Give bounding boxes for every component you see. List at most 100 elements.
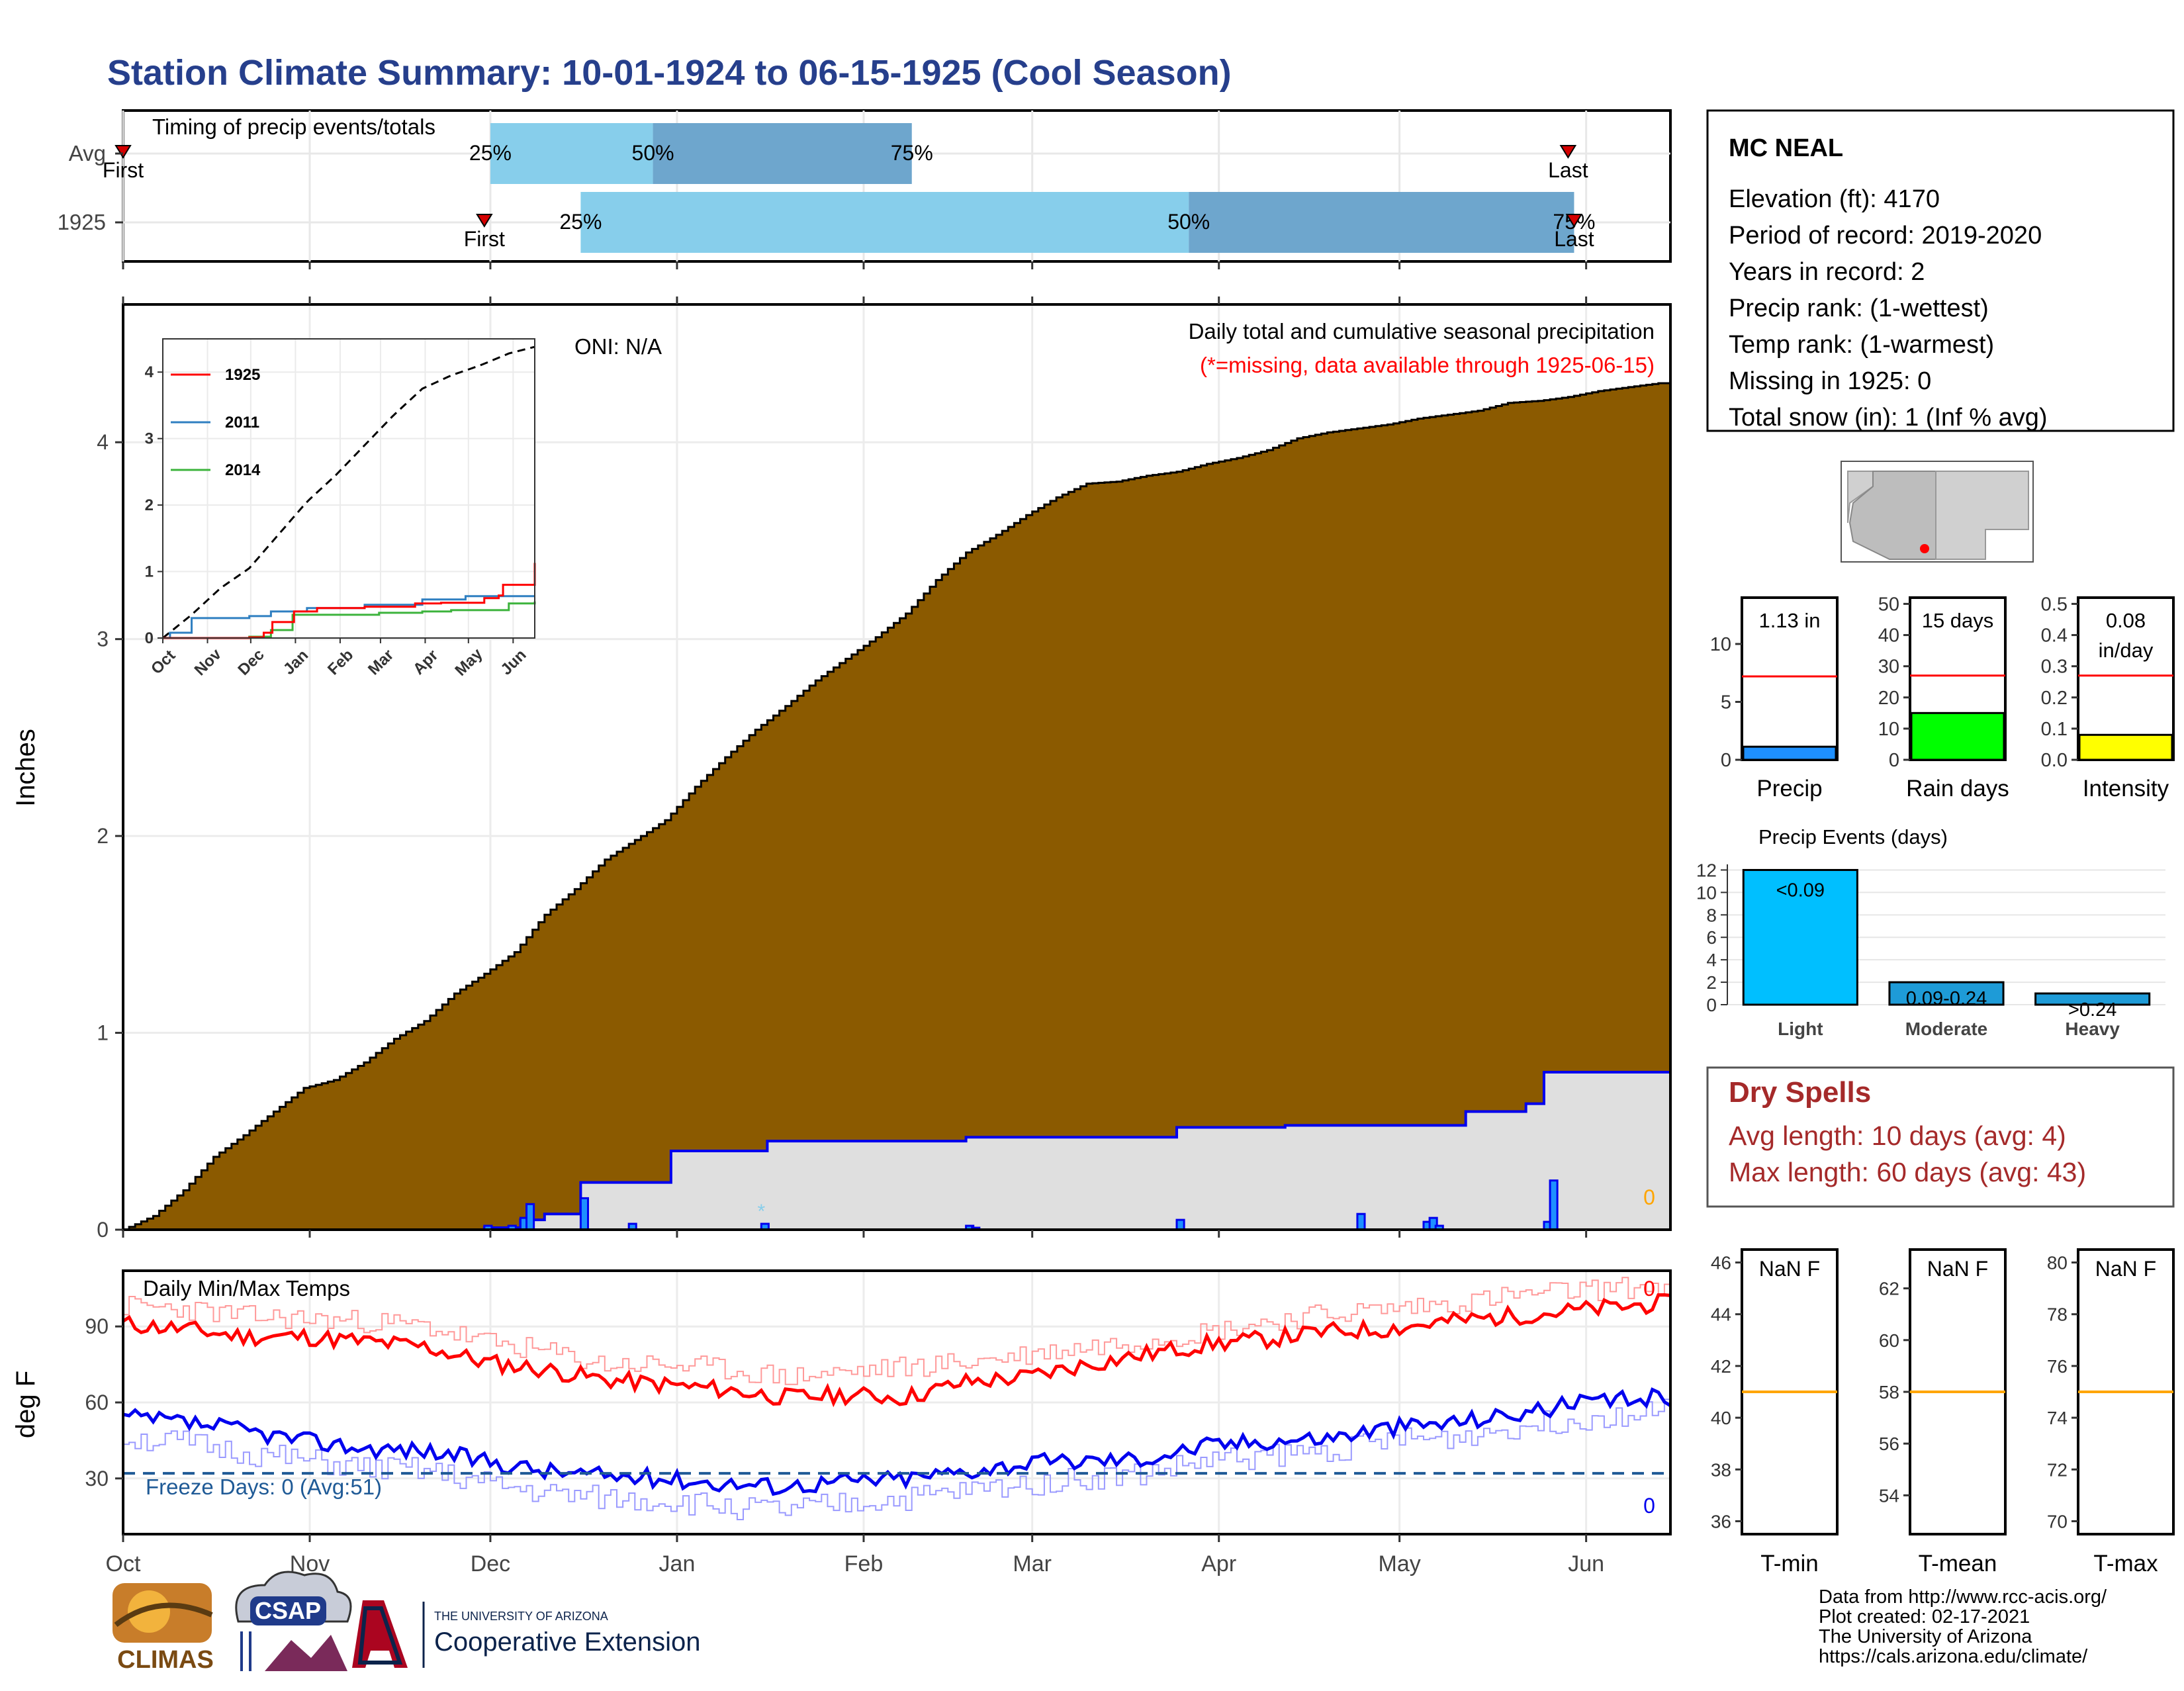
events-bar-heavy [2034, 992, 2151, 1006]
precip-y-tick-label: 3 [97, 627, 109, 651]
mini-bar-value-unit: in/day [2099, 639, 2154, 662]
timing-bar-50-75 [1189, 192, 1574, 253]
temp-box-tick-label: 40 [1711, 1408, 1731, 1428]
temp-box-tick-label: 62 [1879, 1279, 1899, 1299]
mini-bar-tick-label: 40 [1878, 625, 1899, 647]
missing-data-note: (*=missing, data available through 1925-… [1200, 353, 1655, 377]
mini-bar-tick-label: 0.4 [2041, 625, 2068, 647]
events-bar-label: 0.09-0.24 [1906, 988, 1987, 1009]
mini-bar-tick-label: 0.3 [2041, 657, 2068, 678]
avg-cumulative-precip-area [123, 382, 1672, 1231]
events-bar-label: <0.09 [1776, 880, 1825, 901]
inset-y-tick-label: 3 [145, 430, 154, 448]
mini-bar-tick-label: 10 [1878, 719, 1899, 740]
station-info-box: MC NEAL Elevation (ft): 4170 Period of r… [1706, 109, 2175, 432]
temp-box-tick-label: 56 [1879, 1434, 1899, 1454]
events-category-label: Heavy [2065, 1019, 2120, 1039]
mini-bar-frame [2077, 596, 2175, 761]
inset-y-tick-label: 0 [145, 629, 154, 647]
timing-label-25: 25% [559, 210, 602, 234]
mini-bar-tick-label: 0 [1889, 750, 1899, 771]
timing-axis-ticks [115, 152, 1588, 269]
temperature-summary-boxes: 36 38 40 42 44 46 NaN F T-min 54 56 58 60 62 NaN F T-m… [1711, 1248, 2175, 1577]
station-location-marker [1920, 544, 1929, 553]
locator-map [1841, 461, 2034, 563]
events-y-tick-label: 0 [1706, 995, 1717, 1015]
tmin-line [122, 1387, 1672, 1496]
temp-box-tick-label: 74 [2047, 1408, 2068, 1428]
temp-y-axis: 30 60 90 [85, 1314, 123, 1490]
dry-spells-box: Dry Spells Avg length: 10 days (avg: 4) … [1706, 1066, 2175, 1208]
mini-bar-tick-label: 50 [1878, 594, 1899, 615]
ua-cooperative-extension-logo: THE UNIVERSITY OF ARIZONA Cooperative Ex… [352, 1600, 700, 1668]
station-name: MC NEAL [1729, 134, 1843, 162]
temp-box-value: NaN F [1927, 1257, 1988, 1281]
page-title: Station Climate Summary: 10-01-1924 to 0… [107, 53, 1232, 93]
tmax-line [122, 1293, 1671, 1408]
inset-legend: 1925 2011 2014 [171, 366, 261, 479]
mini-bar-label: Precip [1756, 776, 1822, 801]
temp-box-t-min: 36 38 40 42 44 46 NaN F T-min [1711, 1248, 1839, 1577]
temp-y-tick-label: 30 [85, 1467, 109, 1490]
missing-data-marker: * [757, 1201, 765, 1222]
timing-label-25: 25% [469, 141, 512, 165]
timing-row-year-label: 1925 [58, 210, 106, 234]
station-line-elevation: Elevation (ft): 4170 [1729, 185, 1940, 213]
temp-box-tick-label: 46 [1711, 1253, 1731, 1273]
daily-precip-bar [579, 1197, 589, 1231]
temp-box-tick-label: 60 [1879, 1330, 1899, 1351]
temp-box-tick-label: 38 [1711, 1459, 1731, 1480]
precip-y-tick-label: 2 [97, 824, 109, 848]
oni-label: ONI: N/A [574, 334, 662, 359]
mini-bar-value-text: 0.08 [2106, 609, 2146, 632]
temp-box-tick-label: 42 [1711, 1356, 1731, 1377]
footer-line-data: Data from http://www.rcc-acis.org/ [1819, 1586, 2107, 1608]
mini-bar-label: Rain days [1906, 776, 2009, 801]
precip-y-axis-title: Inches [11, 729, 40, 807]
temp-box-tick-label: 70 [2047, 1511, 2068, 1531]
inset-line-1925 [163, 563, 536, 639]
timing-bar-25-50 [580, 192, 1189, 253]
month-axis-labels: Oct Nov Dec Jan Feb Mar Apr May Jun [106, 1534, 1604, 1577]
climas-logo-text: CLIMAS [117, 1646, 214, 1674]
year-cumulative-precip-area [123, 1007, 1672, 1231]
mini-bar-fill [1910, 711, 2005, 761]
mini-bar-value-text: 1.13 in [1758, 609, 1820, 632]
mini-bar-tick-label: 0.2 [2041, 688, 2068, 709]
inset-legend-label-2014: 2014 [225, 461, 261, 479]
timing-first-label: First [103, 158, 144, 182]
timing-first-marker [476, 214, 493, 228]
timing-last-label: Last [1548, 158, 1588, 182]
mini-bar-tick-label: 5 [1721, 692, 1731, 713]
csap-logo: CSAP [235, 1571, 352, 1671]
timing-label-75: 75% [891, 141, 933, 165]
temp-box-tick-label: 58 [1879, 1382, 1899, 1402]
mini-bar-fill [2078, 733, 2173, 761]
inset-y-tick-label: 1 [145, 563, 154, 581]
inset-series-lines [162, 345, 536, 639]
mini-bar-tick-label: 0.5 [2041, 594, 2068, 615]
snow-zero-label: 0 [1643, 1185, 1655, 1209]
footer-credits: Data from http://www.rcc-acis.org/ Plot … [1819, 1586, 2107, 1667]
events-y-tick-label: 8 [1706, 905, 1717, 925]
freeze-days-label: Freeze Days: 0 (Avg:51) [146, 1475, 382, 1499]
timing-label: Timing of precip events/totals [152, 114, 435, 139]
tmax-record-line [123, 1277, 1671, 1385]
temp-box-label: T-min [1760, 1551, 1819, 1577]
month-label: Apr [1201, 1551, 1236, 1577]
mini-bar-tick-label: 0.1 [2041, 719, 2068, 740]
timing-last-marker [1559, 145, 1577, 159]
month-label: Oct [106, 1551, 141, 1577]
mini-bar-precip: 0 5 10 1.13 in Precip [1710, 596, 1839, 801]
mini-bar-tick-label: 10 [1710, 634, 1731, 655]
temp-box-tick-label: 78 [2047, 1304, 2068, 1325]
events-y-tick-label: 6 [1706, 927, 1717, 948]
precip-y-tick-label: 0 [97, 1218, 109, 1242]
station-line-missing: Missing in 1925: 0 [1729, 367, 1931, 395]
temp-y-axis-title: deg F [11, 1371, 40, 1438]
timing-last-marker [1565, 214, 1583, 228]
inset-y-tick-label: 2 [145, 496, 154, 514]
mini-bar-fill [1742, 745, 1837, 761]
temp-box-tick-label: 44 [1711, 1304, 1731, 1325]
